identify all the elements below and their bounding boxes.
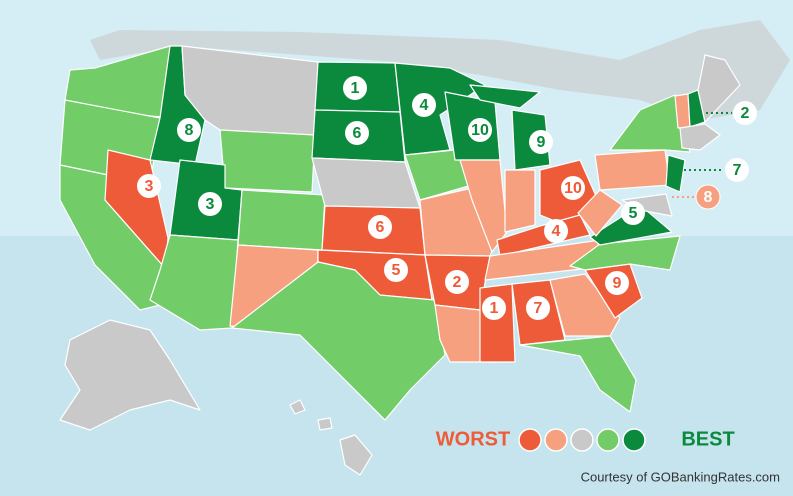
marker <box>695 184 721 210</box>
marker-label: 4 <box>552 223 561 240</box>
credit: Courtesy of GOBankingRates.com <box>581 469 780 484</box>
legend-swatch <box>544 428 568 452</box>
marker-label: 6 <box>353 125 362 142</box>
marker-label: 7 <box>733 162 742 179</box>
legend-swatch <box>596 428 620 452</box>
state <box>231 261 446 421</box>
state <box>479 283 516 363</box>
legend-swatch <box>622 428 646 452</box>
marker-label: 7 <box>534 300 543 317</box>
state <box>219 129 316 193</box>
marker <box>544 219 568 243</box>
state <box>577 189 623 237</box>
marker <box>621 201 645 225</box>
state <box>679 123 721 151</box>
marker <box>343 76 367 100</box>
marker-label: 1 <box>351 80 360 97</box>
marker <box>468 118 492 142</box>
marker <box>137 174 161 198</box>
state <box>311 157 421 209</box>
marker <box>725 158 749 182</box>
marker-label: 10 <box>564 180 582 197</box>
states <box>59 45 741 476</box>
marker-label: 8 <box>185 122 194 139</box>
state <box>549 273 621 337</box>
callouts <box>672 112 732 198</box>
hawaii <box>289 399 306 415</box>
marker <box>482 296 506 320</box>
state <box>594 149 671 191</box>
state <box>237 189 326 251</box>
state <box>469 84 541 109</box>
state <box>496 214 591 257</box>
legend-swatch <box>518 428 542 452</box>
marker-label: 6 <box>376 219 385 236</box>
legend-worst: WORST <box>436 428 510 450</box>
marker-label: 3 <box>206 196 215 213</box>
state <box>504 169 536 233</box>
marker-label: 8 <box>704 189 713 206</box>
marker-label: 5 <box>629 205 638 222</box>
marker <box>412 93 436 117</box>
marker-label: 2 <box>453 274 462 291</box>
canada <box>90 20 790 120</box>
marker-label: 2 <box>741 105 750 122</box>
marker <box>368 215 392 239</box>
marker <box>529 130 553 154</box>
state <box>519 335 637 413</box>
marker-label: 10 <box>471 122 489 139</box>
marker-label: 5 <box>392 262 401 279</box>
marker-label: 3 <box>145 178 154 195</box>
marker <box>605 271 629 295</box>
hawaii <box>339 434 373 476</box>
hawaii <box>317 417 333 431</box>
marker-label: 1 <box>490 300 499 317</box>
marker <box>526 296 550 320</box>
state <box>697 54 741 123</box>
legend-swatch <box>570 428 594 452</box>
marker <box>198 192 222 216</box>
legend-best: BEST <box>681 428 734 450</box>
marker-label: 9 <box>613 275 622 292</box>
marker <box>384 258 408 282</box>
marker <box>345 121 369 145</box>
alaska <box>59 319 201 431</box>
state <box>665 154 686 193</box>
marker <box>177 118 201 142</box>
marker <box>445 270 469 294</box>
marker-label: 9 <box>537 134 546 151</box>
marker <box>733 101 757 125</box>
marker-label: 4 <box>420 97 429 114</box>
marker <box>561 176 585 200</box>
